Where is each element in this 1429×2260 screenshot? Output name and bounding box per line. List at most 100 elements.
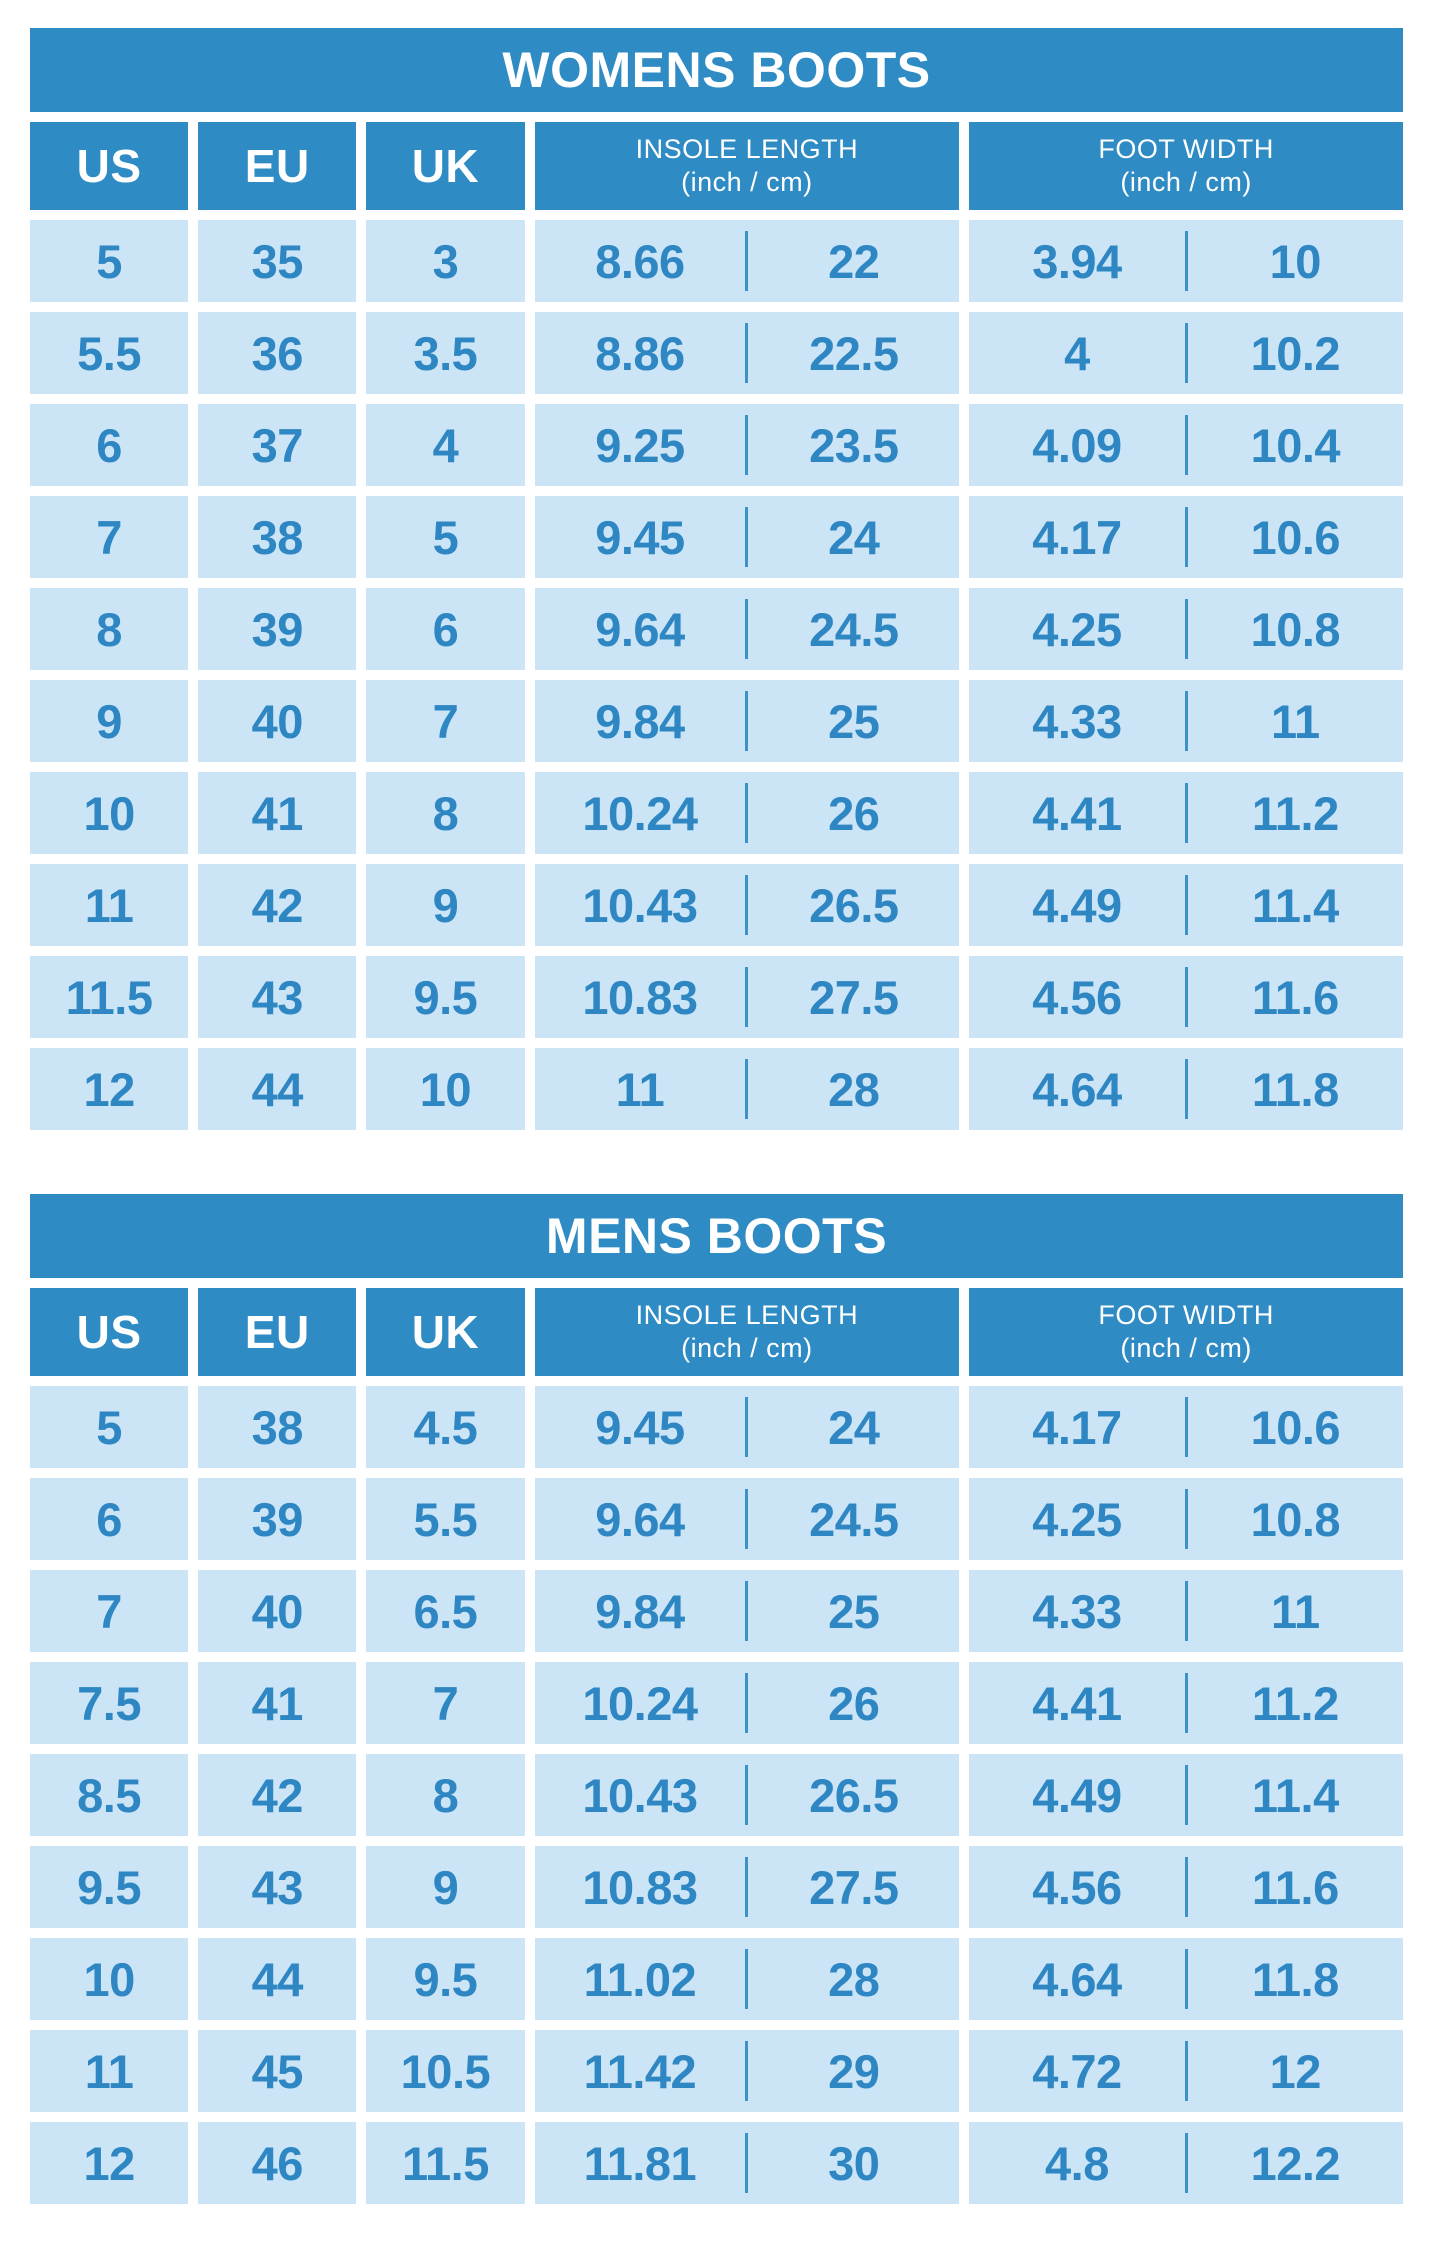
foot-width-cell: 4.33 11 bbox=[969, 1570, 1403, 1652]
width-inch-value: 4.17 bbox=[1032, 1400, 1122, 1454]
width-inch-value: 4.64 bbox=[1032, 1062, 1122, 1116]
inch-cm-divider bbox=[1184, 2133, 1188, 2193]
size-table-row: 5.5 36 3.5 8.86 22.5 4 10.2 bbox=[30, 312, 1403, 394]
us-size-cell: 11 bbox=[30, 2030, 189, 2112]
inch-cm-divider bbox=[745, 1489, 749, 1549]
eu-size-cell: 36 bbox=[198, 312, 357, 394]
inch-cm-divider bbox=[1184, 231, 1188, 291]
inch-cm-divider bbox=[745, 599, 749, 659]
insole-inch-value: 9.45 bbox=[595, 1400, 685, 1454]
insole-cm-value: 28 bbox=[828, 1952, 880, 2006]
foot-width-cell: 4.49 11.4 bbox=[969, 864, 1403, 946]
insole-cm-value: 24.5 bbox=[809, 602, 899, 656]
us-size-cell: 6 bbox=[30, 1478, 189, 1560]
insole-cm-value: 26 bbox=[828, 786, 880, 840]
width-inch-value: 4.09 bbox=[1032, 418, 1122, 472]
insole-cm-value: 24 bbox=[828, 510, 880, 564]
insole-length-cell: 11.02 28 bbox=[534, 1938, 960, 2020]
inch-cm-divider bbox=[745, 2041, 749, 2101]
header-insole-length: INSOLE LENGTH (inch / cm) bbox=[534, 1288, 960, 1376]
inch-cm-divider bbox=[1184, 415, 1188, 475]
inch-cm-divider bbox=[745, 231, 749, 291]
inch-cm-divider bbox=[1184, 507, 1188, 567]
header-foot-width: FOOT WIDTH (inch / cm) bbox=[969, 122, 1403, 210]
header-insole-length: INSOLE LENGTH (inch / cm) bbox=[534, 122, 960, 210]
uk-size-cell: 10 bbox=[366, 1048, 525, 1130]
inch-cm-divider bbox=[1184, 1949, 1188, 2009]
header-insole-units: (inch / cm) bbox=[681, 1333, 813, 1363]
us-size-cell: 11.5 bbox=[30, 956, 189, 1038]
inch-cm-divider bbox=[1184, 1489, 1188, 1549]
size-table-row: 10 44 9.5 11.02 28 4.64 11.8 bbox=[30, 1938, 1403, 2020]
uk-size-cell: 5.5 bbox=[366, 1478, 525, 1560]
width-inch-value: 4.49 bbox=[1032, 878, 1122, 932]
foot-width-cell: 4.56 11.6 bbox=[969, 956, 1403, 1038]
width-inch-value: 4.8 bbox=[1045, 2136, 1109, 2190]
header-uk: UK bbox=[366, 1288, 525, 1376]
width-cm-value: 11 bbox=[1270, 694, 1320, 748]
insole-length-cell: 11.81 30 bbox=[534, 2122, 960, 2204]
inch-cm-divider bbox=[1184, 2041, 1188, 2101]
us-size-cell: 5 bbox=[30, 1386, 189, 1468]
width-cm-value: 12 bbox=[1269, 2044, 1322, 2098]
insole-cm-value: 24.5 bbox=[809, 1492, 899, 1546]
width-cm-value: 11.6 bbox=[1251, 1860, 1339, 1914]
insole-inch-value: 10.43 bbox=[582, 878, 698, 932]
us-size-cell: 10 bbox=[30, 1938, 189, 2020]
eu-size-cell: 44 bbox=[198, 1048, 357, 1130]
eu-size-cell: 44 bbox=[198, 1938, 357, 2020]
inch-cm-divider bbox=[1184, 1673, 1188, 1733]
foot-width-cell: 4.25 10.8 bbox=[969, 1478, 1403, 1560]
width-inch-value: 4.64 bbox=[1032, 1952, 1122, 2006]
size-table-row: 8 39 6 9.64 24.5 4.25 10.8 bbox=[30, 588, 1403, 670]
inch-cm-divider bbox=[1184, 1581, 1188, 1641]
insole-cm-value: 26.5 bbox=[809, 1768, 899, 1822]
width-inch-value: 4.33 bbox=[1032, 1584, 1122, 1638]
us-size-cell: 8 bbox=[30, 588, 189, 670]
inch-cm-divider bbox=[1184, 875, 1188, 935]
insole-inch-value: 9.45 bbox=[595, 510, 685, 564]
insole-length-cell: 9.84 25 bbox=[534, 680, 960, 762]
insole-cm-value: 23.5 bbox=[809, 418, 899, 472]
uk-size-cell: 8 bbox=[366, 772, 525, 854]
inch-cm-divider bbox=[745, 507, 749, 567]
width-cm-value: 11.8 bbox=[1251, 1062, 1339, 1116]
width-inch-value: 4.56 bbox=[1032, 1860, 1122, 1914]
width-cm-value: 12.2 bbox=[1250, 2136, 1341, 2190]
inch-cm-divider bbox=[745, 1397, 749, 1457]
insole-length-cell: 10.83 27.5 bbox=[534, 956, 960, 1038]
width-inch-value: 4.41 bbox=[1032, 1676, 1122, 1730]
insole-cm-value: 24 bbox=[828, 1400, 880, 1454]
table-title-text: MENS BOOTS bbox=[545, 1208, 888, 1264]
insole-length-cell: 8.66 22 bbox=[534, 220, 960, 302]
insole-cm-value: 29 bbox=[828, 2044, 880, 2098]
size-table-row: 12 46 11.5 11.81 30 4.8 12.2 bbox=[30, 2122, 1403, 2204]
width-cm-value: 10.6 bbox=[1250, 1400, 1341, 1454]
foot-width-cell: 4.8 12.2 bbox=[969, 2122, 1403, 2204]
inch-cm-divider bbox=[1184, 1765, 1188, 1825]
inch-cm-divider bbox=[1184, 599, 1188, 659]
insole-length-cell: 10.43 26.5 bbox=[534, 1754, 960, 1836]
foot-width-cell: 3.94 10 bbox=[969, 220, 1403, 302]
width-cm-value: 11.4 bbox=[1251, 1768, 1339, 1822]
eu-size-cell: 40 bbox=[198, 1570, 357, 1652]
inch-cm-divider bbox=[745, 783, 749, 843]
eu-size-cell: 42 bbox=[198, 1754, 357, 1836]
uk-size-cell: 7 bbox=[366, 1662, 525, 1744]
insole-length-cell: 8.86 22.5 bbox=[534, 312, 960, 394]
us-size-cell: 7 bbox=[30, 496, 189, 578]
size-table-row: 11 45 10.5 11.42 29 4.72 12 bbox=[30, 2030, 1403, 2112]
foot-width-cell: 4.17 10.6 bbox=[969, 496, 1403, 578]
insole-length-cell: 9.45 24 bbox=[534, 1386, 960, 1468]
insole-inch-value: 10.24 bbox=[582, 786, 698, 840]
inch-cm-divider bbox=[1184, 783, 1188, 843]
inch-cm-divider bbox=[1184, 967, 1188, 1027]
header-foot-width: FOOT WIDTH (inch / cm) bbox=[969, 1288, 1403, 1376]
inch-cm-divider bbox=[745, 875, 749, 935]
inch-cm-divider bbox=[745, 415, 749, 475]
insole-length-cell: 9.25 23.5 bbox=[534, 404, 960, 486]
inch-cm-divider bbox=[1184, 1857, 1188, 1917]
width-cm-value: 10.8 bbox=[1250, 602, 1341, 656]
uk-size-cell: 7 bbox=[366, 680, 525, 762]
width-inch-value: 4.25 bbox=[1032, 1492, 1122, 1546]
